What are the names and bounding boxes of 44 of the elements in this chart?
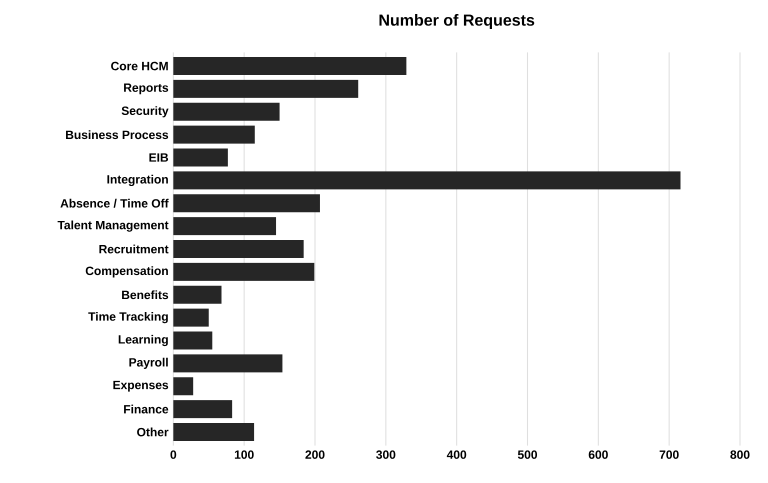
y-tick-label: Payroll — [129, 358, 168, 369]
bar — [173, 217, 276, 236]
bar — [173, 148, 228, 167]
x-tick-label: 0 — [170, 450, 176, 459]
y-tick-label: Other — [137, 428, 168, 436]
bar — [173, 286, 222, 304]
x-tick-label: 200 — [305, 450, 325, 459]
chart-title: Number of Requests — [380, 14, 534, 29]
x-tick-label: 600 — [588, 450, 608, 459]
bar — [173, 171, 680, 190]
bar — [173, 262, 314, 281]
y-tick-label: Core HCM — [111, 62, 168, 70]
bar — [173, 126, 255, 144]
x-tick-label: 500 — [518, 450, 538, 459]
y-tick-label: Talent Management — [58, 220, 168, 232]
y-tick-label: Learning — [118, 334, 168, 346]
bar — [173, 80, 358, 98]
y-tick-label: Benefits — [122, 290, 168, 300]
x-tick-label: 700 — [660, 450, 679, 459]
bar — [173, 331, 212, 350]
y-tick-label: Finance — [124, 404, 168, 414]
y-tick-label: EIB — [149, 153, 168, 162]
y-tick-label: Time Tracking — [88, 312, 168, 324]
bar — [173, 354, 282, 372]
x-tick-label: 100 — [234, 450, 254, 459]
y-tick-label: Recruitment — [99, 244, 168, 254]
bar — [173, 400, 232, 418]
bar — [173, 377, 194, 396]
bar — [173, 57, 406, 76]
x-tick-label: 400 — [446, 450, 466, 459]
bar — [173, 422, 254, 441]
x-tick-label: 800 — [730, 450, 750, 459]
y-tick-label: Integration — [107, 174, 168, 186]
y-tick-label: Expenses — [113, 380, 168, 392]
bar — [173, 194, 320, 212]
x-tick-label: 300 — [376, 450, 396, 459]
y-tick-label: Security — [122, 106, 169, 118]
y-tick-label: Absence / Time Off — [60, 198, 169, 208]
y-tick-label: Reports — [124, 84, 168, 94]
bar — [173, 240, 304, 258]
y-tick-label: Business Process — [66, 130, 168, 140]
y-tick-label: Compensation — [86, 266, 168, 278]
bar — [173, 102, 280, 121]
bar — [173, 308, 209, 327]
